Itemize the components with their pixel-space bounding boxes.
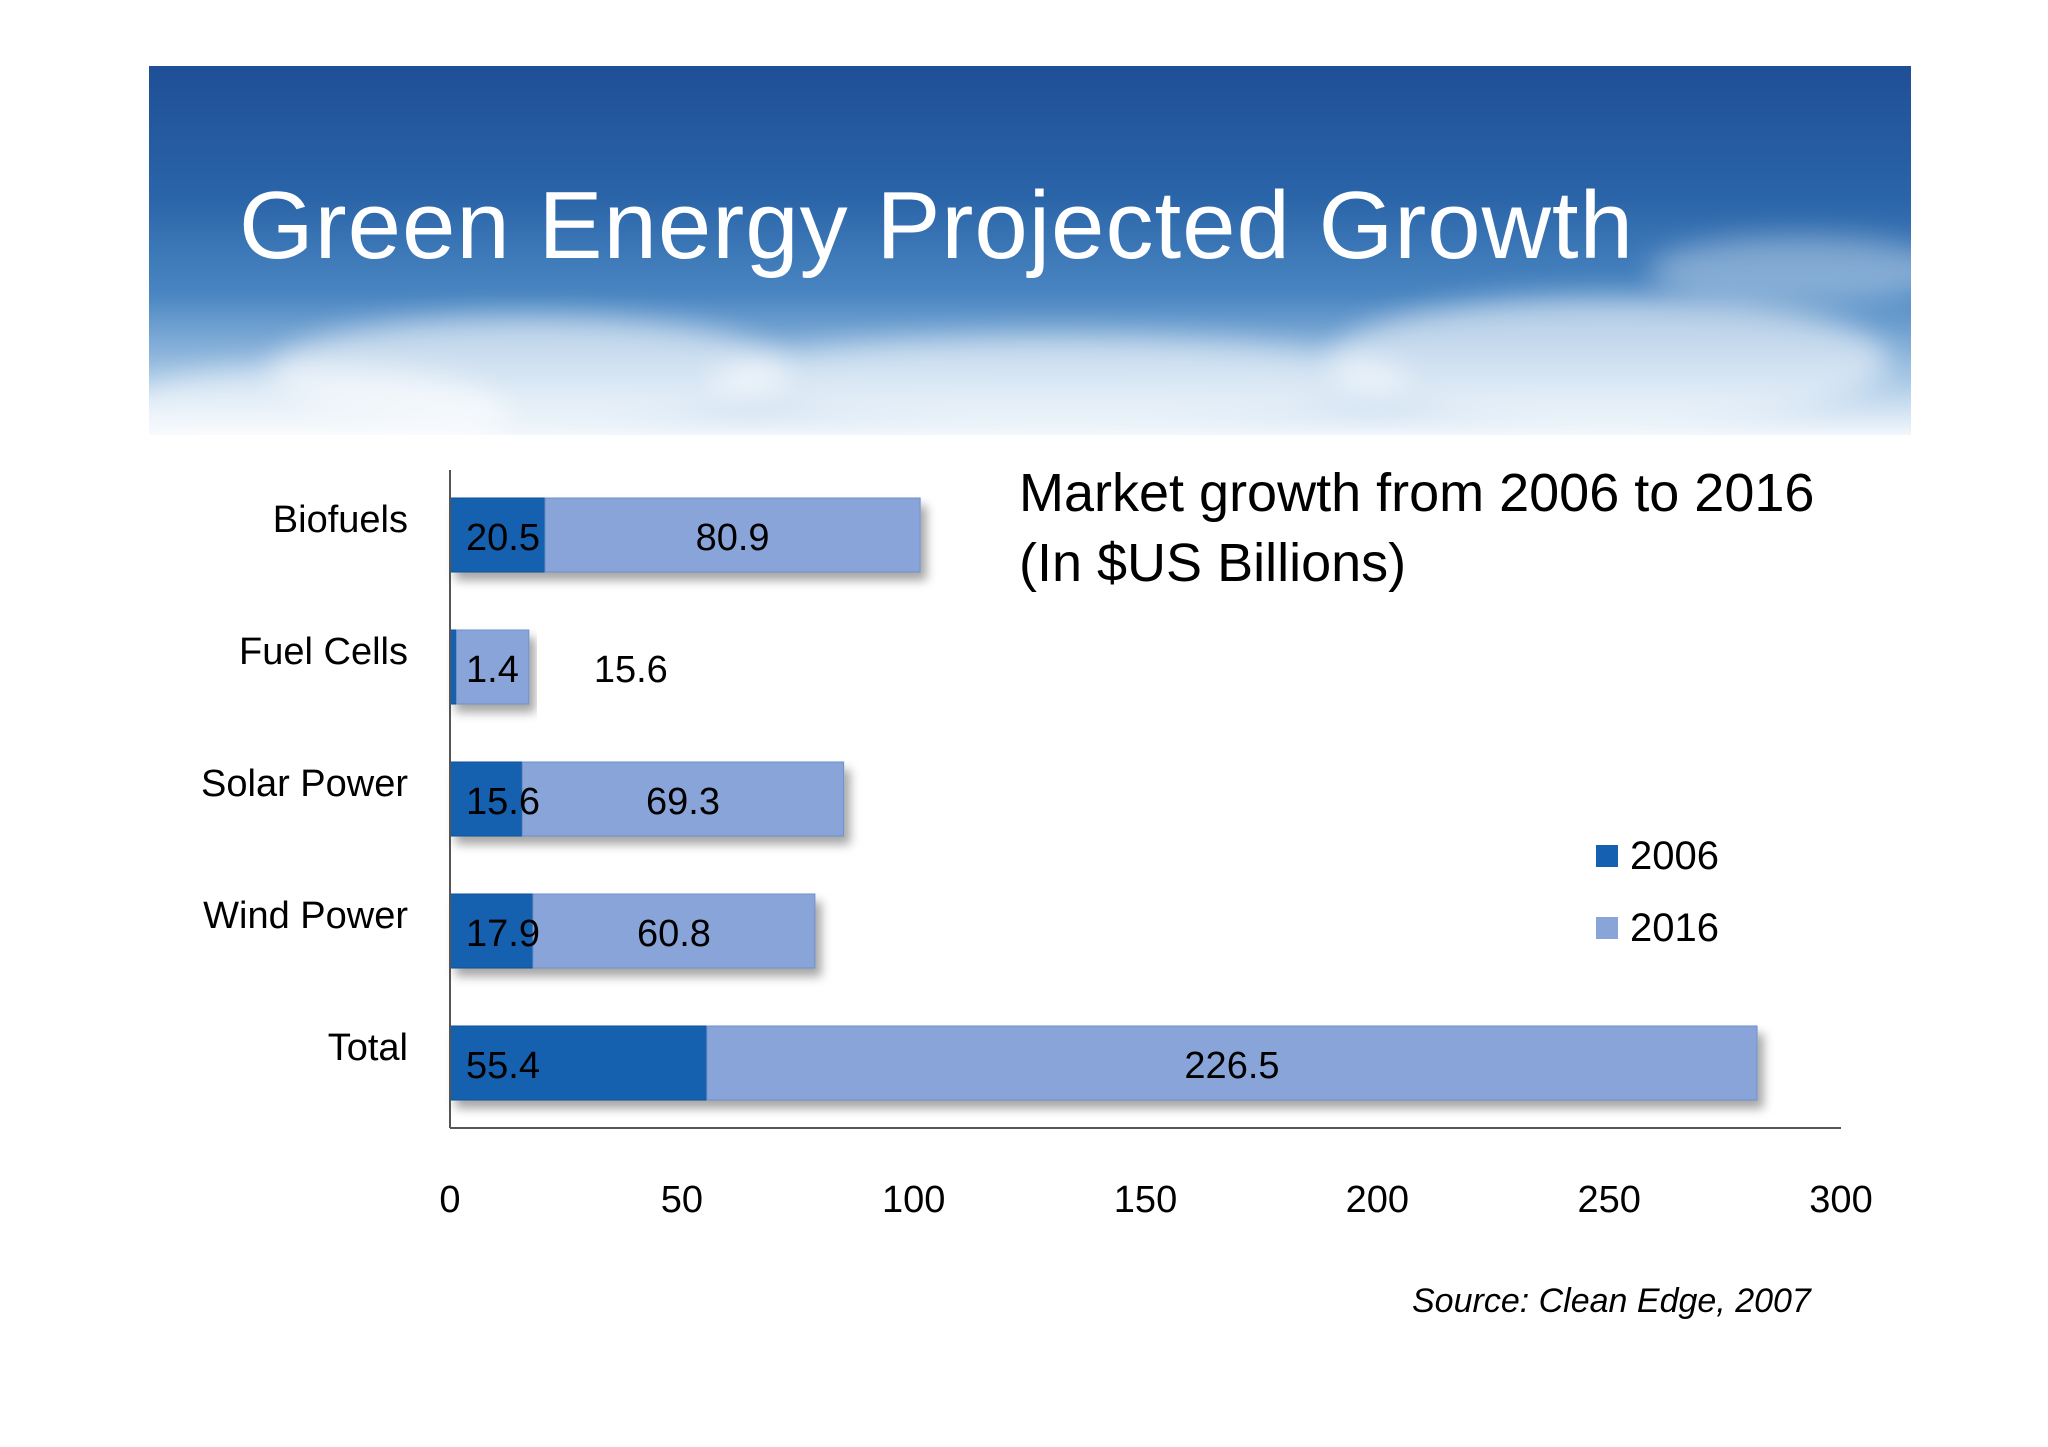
- chart-subtitle-line: (In $US Billions): [1019, 533, 1407, 593]
- bar-group: [449, 497, 921, 573]
- cloud-decoration: [1329, 296, 1889, 426]
- x-tick-label: 200: [1346, 1179, 1409, 1221]
- category-label: Fuel Cells: [239, 631, 408, 673]
- legend-label-2016: 2016: [1630, 905, 1719, 950]
- data-label-2016: 80.9: [696, 517, 770, 559]
- chart-title-line: Market growth from 2006 to 2016: [1019, 463, 1815, 523]
- bar-2006-wind-power: [449, 893, 534, 969]
- category-label: Total: [328, 1027, 408, 1069]
- x-tick-label: 300: [1809, 1179, 1872, 1221]
- data-label-2006: 17.9: [466, 913, 540, 955]
- data-label-2016: 15.6: [594, 649, 668, 691]
- x-tick-label: 250: [1577, 1179, 1640, 1221]
- category-label: Wind Power: [203, 895, 408, 937]
- slide-title: Green Energy Projected Growth: [239, 172, 1634, 279]
- source-note: Source: Clean Edge, 2007: [1412, 1282, 1811, 1320]
- data-label-2006: 15.6: [466, 781, 540, 823]
- bar-group: [449, 893, 816, 969]
- legend-swatch-2016: [1596, 917, 1618, 939]
- legend-item-2006: 2006: [1596, 820, 1719, 892]
- legend-swatch-2006: [1596, 845, 1618, 867]
- x-tick-label: 150: [1114, 1179, 1177, 1221]
- category-label: Biofuels: [273, 499, 408, 541]
- x-tick-label: 0: [439, 1179, 460, 1221]
- bar-2016-biofuels: [544, 497, 921, 573]
- bar-2016-total: [706, 1025, 1758, 1101]
- data-label-2016: 69.3: [646, 781, 720, 823]
- chart-legend: 2006 2016: [1596, 820, 1719, 964]
- cloud-decoration: [1649, 236, 1911, 306]
- data-label-2006: 55.4: [466, 1045, 540, 1087]
- bar-group: [449, 629, 530, 705]
- data-label-2006: 20.5: [466, 517, 540, 559]
- chart-title: Market growth from 2006 to 2016 (In $US …: [1019, 458, 1814, 598]
- data-label-2016: 60.8: [637, 913, 711, 955]
- category-label: Solar Power: [201, 763, 408, 805]
- title-banner: Green Energy Projected Growth: [149, 66, 1911, 435]
- x-tick-label: 50: [661, 1179, 703, 1221]
- data-label-2016: 226.5: [1184, 1045, 1279, 1087]
- bar-2016-wind-power: [532, 893, 816, 969]
- x-tick-label: 100: [882, 1179, 945, 1221]
- data-label-2006: 1.4: [466, 649, 519, 691]
- legend-item-2016: 2016: [1596, 892, 1719, 964]
- bar-2016-solar-power: [521, 761, 845, 837]
- bar-2016-fuel-cells: [455, 629, 530, 705]
- bar-group: [449, 1025, 1758, 1101]
- legend-label-2006: 2006: [1630, 833, 1719, 878]
- cloud-decoration: [709, 336, 1409, 426]
